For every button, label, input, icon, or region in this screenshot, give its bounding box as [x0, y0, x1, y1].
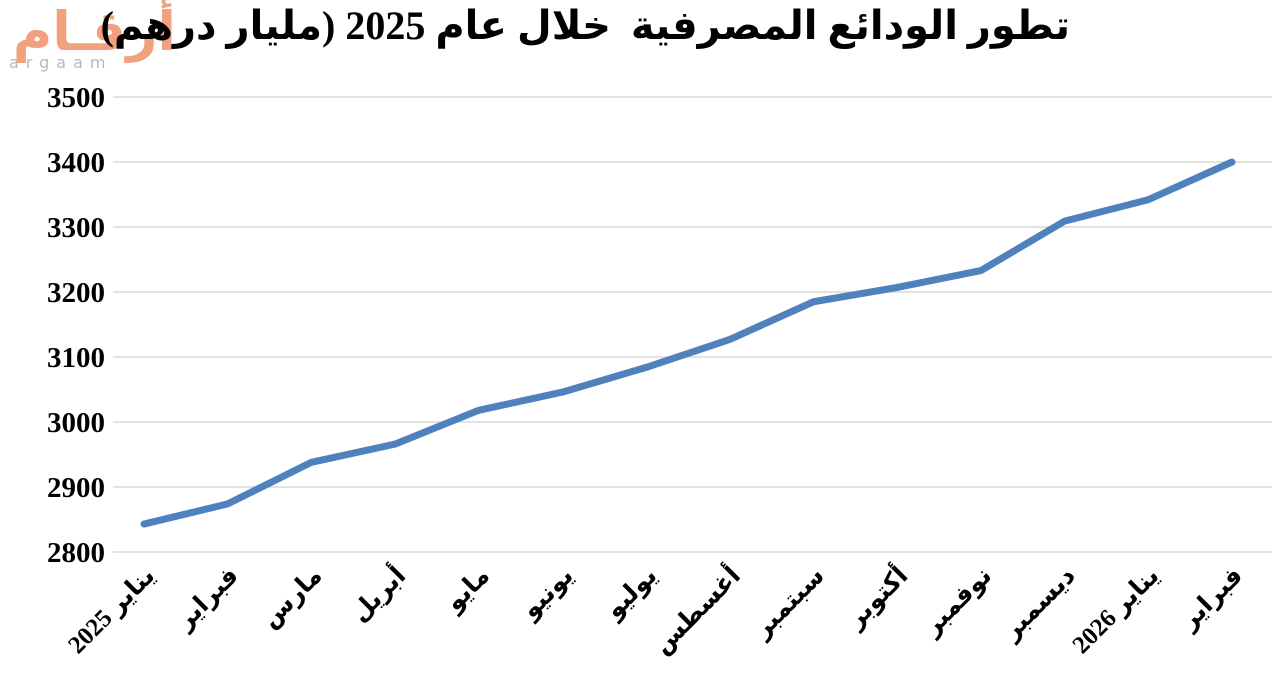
x-tick-label: مارس [256, 562, 327, 633]
x-tick-label: أكتوبر [838, 559, 914, 635]
y-tick-label: 2900 [47, 472, 105, 504]
x-tick-label: فبراير [1174, 562, 1249, 637]
argaam-logo-arabic-wordmark: أرقـام [12, 0, 178, 63]
y-tick-label: 3500 [47, 82, 105, 114]
y-tick-label: 3000 [47, 407, 105, 439]
argaam-logo-latin-wordmark: argaam [9, 53, 113, 73]
x-tick-label: أبريل [343, 559, 412, 628]
deposits-line-series [140, 158, 1236, 528]
x-tick-label: سبتمبر [747, 562, 830, 645]
y-tick-label: 2800 [47, 537, 105, 569]
series-group [140, 158, 1236, 528]
x-tick-label: أغسطس [646, 559, 746, 659]
y-tick-label: 3200 [47, 277, 105, 309]
x-tick-label: فبراير [170, 562, 245, 637]
x-tick-label: يناير 2025 [63, 562, 161, 660]
y-tick-label: 3300 [47, 212, 105, 244]
x-tick-label: يناير 2026 [1068, 562, 1166, 660]
y-axis-labels-group: 3500 3400 3300 3200 3100 3000 2900 2800 [47, 82, 105, 569]
x-tick-label: ديسمبر [997, 562, 1082, 647]
chart-title: تطور الودائع المصرفية خلال عام 2025 (ملي… [100, 3, 1070, 48]
y-tick-label: 3100 [47, 342, 105, 374]
x-tick-label: مايو [439, 562, 496, 619]
x-tick-label: يوليو [599, 562, 663, 626]
argaam-logo: أرقـام argaam [6, 0, 178, 73]
gridlines-group [113, 96, 1272, 553]
x-axis-labels-group: يناير 2025 فبراير مارس أبريل مايو يونيو يوليوأ… [63, 559, 1249, 660]
x-tick-label: يونيو [516, 562, 580, 626]
y-tick-label: 3400 [47, 147, 105, 179]
x-tick-label: نوفمبر [917, 562, 998, 643]
